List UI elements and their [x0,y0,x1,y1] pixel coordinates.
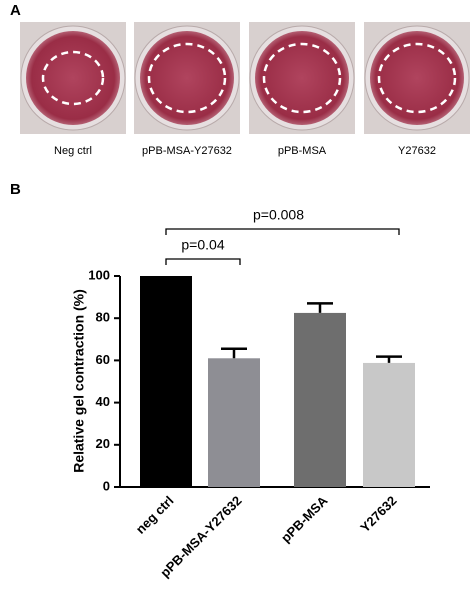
y-tick-label: 20 [96,436,110,451]
p-value: p=0.008 [253,207,304,223]
gel-outline [147,42,227,114]
x-tick-label: Y27632 [357,493,399,535]
bar [363,362,415,487]
p-value: p=0.04 [181,237,224,253]
y-axis-label: Relative gel contraction (%) [71,289,87,473]
x-tick-label: neg ctrl [133,493,177,537]
y-tick-label: 60 [96,352,110,367]
y-tick-label: 100 [88,267,110,282]
error-bar [376,355,402,363]
panel-label: B [10,181,21,198]
gel-outline [262,42,342,114]
error-bar [307,302,333,313]
photo-caption: pPB-MSA [278,145,327,157]
panel-label: A [10,2,21,19]
gel [140,31,234,125]
significance-bracket [165,228,400,235]
photo-caption: pPB-MSA-Y27632 [142,145,232,157]
photo-caption: Neg ctrl [54,145,92,157]
gel-outline [377,42,457,114]
photo-caption: Y27632 [398,145,436,157]
y-tick-label: 80 [96,310,110,325]
gel [255,31,349,125]
y-tick-label: 0 [103,478,110,493]
significance-bracket [165,258,241,265]
y-tick-label: 40 [96,394,110,409]
bar [208,358,260,487]
gel [370,31,464,125]
error-bar [221,347,247,359]
bar [294,312,346,487]
gel [26,31,120,125]
x-tick-label: pPB-MSA [278,493,331,546]
gel-outline [41,50,105,106]
bar [140,276,192,487]
